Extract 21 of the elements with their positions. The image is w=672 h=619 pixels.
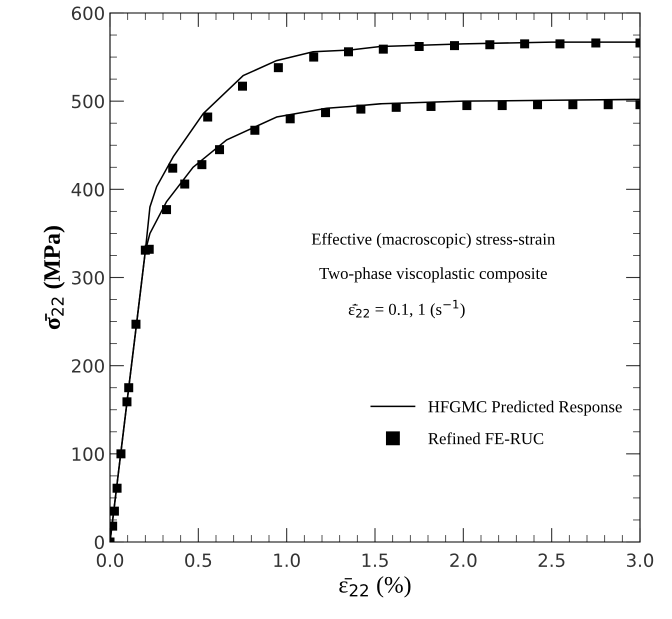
x-tick-label: 3.0 [627, 553, 654, 568]
y-tick-label: 300 [72, 270, 104, 285]
y-tick-label: 500 [72, 94, 104, 108]
x-tick-label: 2.5 [538, 553, 564, 568]
annotation: ε̄̇$_{22}$ = 0.1, 1 (s$^{−1}$) [348, 300, 465, 318]
annotation: Two-phase viscoplastic composite [319, 267, 547, 282]
x-tick-label: 1.5 [362, 554, 388, 568]
legend-label: HFGMC Predicted Response [428, 400, 622, 416]
y-tick-label: 400 [72, 182, 104, 196]
x-tick-label: 2.0 [450, 553, 476, 568]
y-tick-label: 200 [72, 359, 104, 373]
y-tick-label: 100 [72, 447, 104, 461]
y-tick-label: 0 [94, 535, 104, 550]
y-tick-label: 600 [72, 6, 104, 20]
x-axis-title: ε̄$_{22}$ (%) [339, 576, 410, 598]
x-tick-label: 0.0 [96, 553, 124, 568]
x-tick-label: 1.0 [274, 553, 300, 568]
legend-label: Refined FE-RUC [428, 432, 544, 444]
annotation: Effective (macroscopic) stress-strain [312, 232, 556, 248]
y-axis-title: σ̄$_{22}$ (MPa) [43, 226, 65, 330]
x-tick-label: 0.5 [185, 553, 212, 568]
